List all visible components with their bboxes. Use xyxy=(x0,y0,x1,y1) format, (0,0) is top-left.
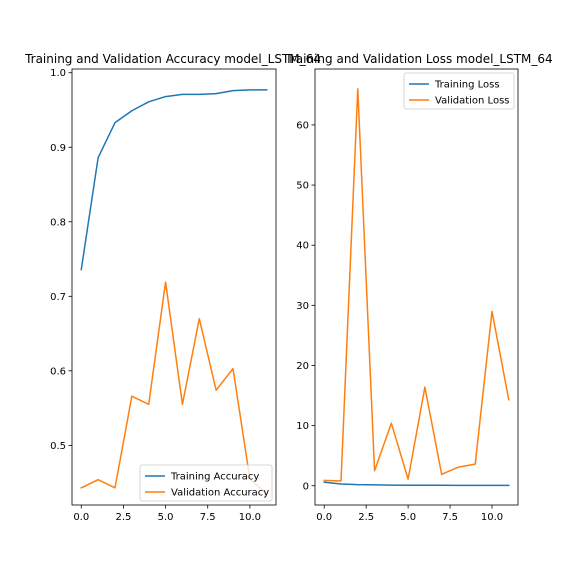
x-tick-label: 10.0 xyxy=(481,512,503,523)
axes-frame xyxy=(314,68,519,506)
y-tick-label: 30 xyxy=(296,301,309,312)
y-tick-label: 20 xyxy=(296,361,309,372)
legend-label: Validation Accuracy xyxy=(171,488,269,499)
chart-title: Training and Validation Loss model_LSTM_… xyxy=(284,52,552,66)
loss-subplot: 0.0 2.5 5.0 7.5 10.0 0 10 20 30 40 50 60 Training an… xyxy=(284,52,552,523)
x-tick-label: 2.5 xyxy=(358,512,374,523)
series-line-training-accuracy xyxy=(80,89,268,271)
legend-label: Validation Loss xyxy=(435,96,510,107)
x-tick-label: 0.0 xyxy=(73,512,89,523)
y-tick-label: 0.6 xyxy=(50,366,66,377)
y-tick-label: 0.8 xyxy=(50,217,66,228)
y-tick-label: 1.0 xyxy=(50,68,66,79)
x-tick-label: 2.5 xyxy=(115,512,131,523)
series-line-validation-accuracy xyxy=(80,281,268,495)
x-tick-label: 0.0 xyxy=(316,512,332,523)
x-tick-label: 5.0 xyxy=(158,512,174,523)
y-tick-label: 0 xyxy=(303,481,309,492)
y-tick-label: 50 xyxy=(296,181,309,192)
x-tick-label: 7.5 xyxy=(200,512,216,523)
y-tick-label: 10 xyxy=(296,421,309,432)
series-line-training-loss xyxy=(323,481,510,487)
x-tick-label: 5.0 xyxy=(400,512,416,523)
chart-title: Training and Validation Accuracy model_L… xyxy=(24,52,321,66)
series-line-validation-loss xyxy=(323,88,510,482)
axes-frame xyxy=(71,68,277,506)
legend: Training Accuracy Validation Accuracy xyxy=(139,464,273,502)
legend: Training Loss Validation Loss xyxy=(403,72,515,110)
y-tick-label: 0.7 xyxy=(50,292,66,303)
legend-label: Training Loss xyxy=(434,80,500,91)
legend-label: Training Accuracy xyxy=(170,472,259,483)
x-tick-label: 10.0 xyxy=(239,512,261,523)
y-tick-label: 0.5 xyxy=(50,441,66,452)
accuracy-subplot: 0.0 2.5 5.0 7.5 10.0 0.5 0.6 0.7 0.8 0.9 1.0 Traini… xyxy=(24,52,321,523)
y-tick-label: 0.9 xyxy=(50,143,66,154)
x-tick-label: 7.5 xyxy=(442,512,458,523)
y-tick-label: 40 xyxy=(296,241,309,252)
y-tick-label: 60 xyxy=(296,120,309,131)
